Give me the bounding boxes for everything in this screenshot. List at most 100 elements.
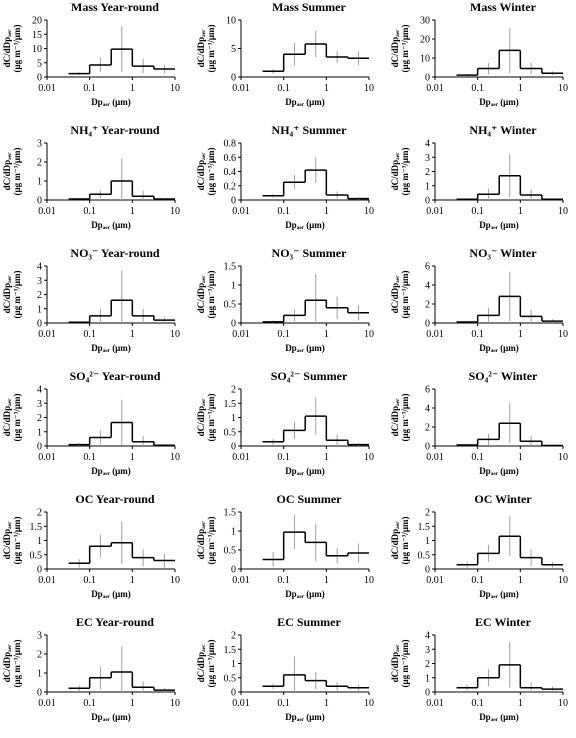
x-tick-label: 1 xyxy=(130,452,135,463)
plot-area xyxy=(456,271,563,323)
y-axis-label: dC/dDpₐₑᵣ xyxy=(196,29,206,67)
y-tick-label: 2 xyxy=(37,158,42,169)
chart-title: EC Year-round xyxy=(76,615,154,629)
chart-title: NO₃⁻ Year-round xyxy=(70,246,159,260)
y-tick-label: 0 xyxy=(37,73,42,84)
plot-area xyxy=(68,158,175,200)
x-tick-label: 10 xyxy=(170,83,180,94)
y-tick-label: 0 xyxy=(37,688,42,699)
y-tick-label: 6 xyxy=(425,262,430,273)
x-tick-label: 10 xyxy=(364,575,374,586)
y-tick-label: 0 xyxy=(425,442,430,453)
chart-title: NO₃⁻ Summer xyxy=(272,246,348,260)
y-tick-label: 0.5 xyxy=(224,427,237,438)
y-tick-label: 4 xyxy=(37,385,42,396)
x-axis-label: Dpₐₑᵣ (μm) xyxy=(91,712,131,722)
y-tick-label: 1.5 xyxy=(224,508,237,519)
x-tick-label: 0.01 xyxy=(232,206,250,217)
x-tick-label: 0.01 xyxy=(426,206,444,217)
x-tick-label: 10 xyxy=(558,698,568,709)
y-axis-label: (μg m⁻³/μm) xyxy=(206,517,216,565)
x-tick-label: 1 xyxy=(324,575,329,586)
plot-area xyxy=(262,30,369,74)
x-tick-label: 10 xyxy=(364,452,374,463)
chart-panel: NH₄⁺ Summer 0 0.2 0.4 0.6 0.8 0.01 0.1 1 10 Dpₐₑᵣ … xyxy=(196,123,374,230)
x-tick-label: 0.01 xyxy=(232,698,250,709)
y-axis-label: dC/dDpₐₑᵣ xyxy=(2,275,12,313)
x-tick-label: 0.1 xyxy=(471,206,484,217)
y-axis-label: dC/dDpₐₑᵣ xyxy=(2,521,12,559)
x-axis-label: Dpₐₑᵣ (μm) xyxy=(479,343,519,353)
x-tick-label: 0.01 xyxy=(426,83,444,94)
y-axis-label: (μg m⁻³/μm) xyxy=(12,517,22,565)
y-tick-label: 2 xyxy=(425,659,430,670)
x-tick-label: 10 xyxy=(170,698,180,709)
x-axis-label: Dpₐₑᵣ (μm) xyxy=(479,589,519,599)
x-axis-label: Dpₐₑᵣ (μm) xyxy=(91,466,131,476)
x-axis-label: Dpₐₑᵣ (μm) xyxy=(479,466,519,476)
x-axis-label: Dpₐₑᵣ (μm) xyxy=(91,343,131,353)
x-tick-label: 1 xyxy=(130,698,135,709)
y-tick-label: 0.4 xyxy=(224,167,237,178)
x-tick-label: 10 xyxy=(364,329,374,340)
x-tick-label: 0.01 xyxy=(232,575,250,586)
plot-area xyxy=(456,642,563,692)
plot-area xyxy=(456,154,563,200)
y-tick-label: 0 xyxy=(231,688,236,699)
y-axis-label: (μg m⁻³/μm) xyxy=(400,271,410,319)
x-tick-label: 10 xyxy=(558,452,568,463)
plot-area xyxy=(456,403,563,446)
y-tick-label: 10 xyxy=(32,44,42,55)
chart-panel: Mass Summer 0 5 10 0.01 0.1 1 10 Dpₐₑᵣ (μm) dC/dD… xyxy=(196,0,374,107)
chart-panel: OC Winter 0 0.5 1 1.5 2 0.01 0.1 1 10 Dpₐₑᵣ (μm) dC… xyxy=(390,492,568,599)
y-axis-label: dC/dDpₐₑᵣ xyxy=(2,29,12,67)
chart-title: Mass Year-round xyxy=(71,0,159,14)
plot-area xyxy=(68,646,175,692)
y-tick-label: 0.5 xyxy=(30,550,43,561)
chart-title: EC Summer xyxy=(277,615,341,629)
y-axis-label: dC/dDpₐₑᵣ xyxy=(196,644,206,682)
x-tick-label: 0.01 xyxy=(38,698,56,709)
y-axis-label: dC/dDpₐₑᵣ xyxy=(196,152,206,190)
x-tick-label: 0.01 xyxy=(426,452,444,463)
x-tick-label: 0.1 xyxy=(277,698,290,709)
x-tick-label: 1 xyxy=(518,206,523,217)
x-tick-label: 1 xyxy=(130,329,135,340)
chart-panel: OC Summer 0 0.5 1 1.5 0.01 0.1 1 10 Dpₐₑᵣ (μm) dC/… xyxy=(196,492,374,599)
y-tick-label: 10 xyxy=(420,54,430,65)
x-axis-label: Dpₐₑᵣ (μm) xyxy=(285,589,325,599)
x-axis-label: Dpₐₑᵣ (μm) xyxy=(479,97,519,107)
chart-title: OC Winter xyxy=(474,492,532,506)
x-tick-label: 0.01 xyxy=(426,698,444,709)
x-tick-label: 0.01 xyxy=(426,329,444,340)
y-tick-label: 15 xyxy=(32,30,42,41)
x-tick-label: 1 xyxy=(324,83,329,94)
x-tick-label: 10 xyxy=(364,698,374,709)
y-tick-label: 0 xyxy=(425,688,430,699)
plot-area xyxy=(262,515,369,568)
y-axis-label: dC/dDpₐₑᵣ xyxy=(390,275,400,313)
plot-area xyxy=(262,157,369,200)
x-axis-label: Dpₐₑᵣ (μm) xyxy=(285,343,325,353)
x-tick-label: 1 xyxy=(518,452,523,463)
x-tick-label: 0.01 xyxy=(38,329,56,340)
x-tick-label: 10 xyxy=(170,206,180,217)
y-axis-label: (μg m⁻³/μm) xyxy=(206,394,216,442)
x-tick-label: 10 xyxy=(558,329,568,340)
y-tick-label: 0.5 xyxy=(224,546,237,557)
y-tick-label: 2 xyxy=(425,423,430,434)
x-tick-label: 0.01 xyxy=(38,575,56,586)
y-tick-label: 0 xyxy=(37,442,42,453)
chart-panel: OC Year-round 0 0.5 1 1.5 2 0.01 0.1 1 10 Dpₐₑᵣ (μ… xyxy=(2,492,180,599)
y-tick-label: 2 xyxy=(37,290,42,301)
x-tick-label: 1 xyxy=(130,575,135,586)
y-tick-label: 1 xyxy=(231,281,236,292)
chart-title: SO₄²⁻ Summer xyxy=(271,369,348,383)
y-tick-label: 0.5 xyxy=(418,550,431,561)
y-tick-label: 4 xyxy=(425,281,430,292)
y-tick-label: 0 xyxy=(231,319,236,330)
chart-title: NH₄⁺ Year-round xyxy=(70,123,159,137)
y-axis-label: (μg m⁻³/μm) xyxy=(12,25,22,73)
y-axis-label: (μg m⁻³/μm) xyxy=(12,394,22,442)
x-axis-label: Dpₐₑᵣ (μm) xyxy=(91,220,131,230)
